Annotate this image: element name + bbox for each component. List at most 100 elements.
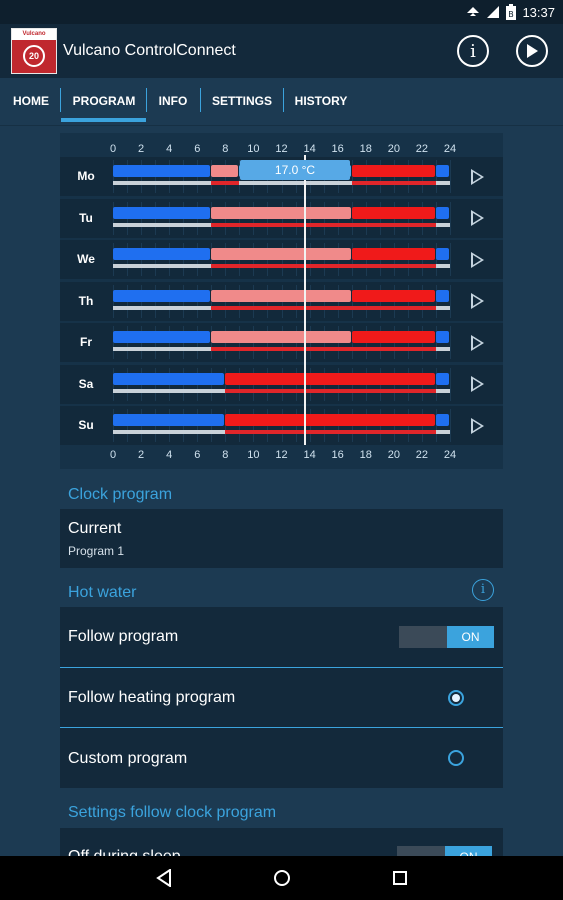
hour-tick-label: 24 xyxy=(443,449,457,461)
schedule-segment-comfort[interactable] xyxy=(225,372,435,385)
recents-button[interactable] xyxy=(386,864,414,892)
schedule-segment-cold[interactable] xyxy=(113,165,211,177)
hour-tick-label: 16 xyxy=(331,143,344,155)
heating-underline xyxy=(225,388,436,393)
day-play-button[interactable] xyxy=(452,406,503,445)
day-row[interactable]: Fr xyxy=(60,323,503,362)
hour-tick-label: 6 xyxy=(194,449,201,461)
day-play-button[interactable] xyxy=(452,157,503,196)
day-play-button[interactable] xyxy=(452,365,503,404)
tab-home[interactable]: HOME xyxy=(13,94,49,108)
day-label: Th xyxy=(78,293,94,308)
schedule-segment-comfort[interactable] xyxy=(351,206,435,219)
play-icon xyxy=(471,251,484,268)
schedule-segment-comfort[interactable] xyxy=(351,331,435,343)
schedule-segment-cold[interactable] xyxy=(435,165,449,177)
current-program-value: Program 1 xyxy=(68,544,125,558)
heating-underline xyxy=(211,222,352,227)
hour-tick-label: 4 xyxy=(166,143,173,155)
off-during-sleep-label: Off during sleep xyxy=(68,848,181,856)
schedule-segment-comfort[interactable] xyxy=(351,165,435,177)
home-button[interactable] xyxy=(268,864,296,892)
day-play-button[interactable] xyxy=(452,240,503,279)
day-label: Fr xyxy=(80,335,92,349)
tab-separator xyxy=(60,88,61,112)
info-icon[interactable]: i xyxy=(472,579,494,601)
day-row[interactable]: Su xyxy=(60,406,503,445)
back-button[interactable] xyxy=(150,864,178,892)
divider xyxy=(60,667,503,668)
play-icon xyxy=(471,210,484,226)
schedule-segment-eco[interactable] xyxy=(211,206,351,219)
schedule-segment-cold[interactable] xyxy=(113,414,225,426)
status-icons: B 13:37 xyxy=(466,0,555,24)
info-button[interactable]: i xyxy=(457,35,489,67)
heating-underline xyxy=(211,347,352,351)
schedule-segment-cold[interactable] xyxy=(435,331,449,343)
custom-program-radio[interactable] xyxy=(448,750,464,766)
custom-program-row[interactable]: Custom program xyxy=(60,728,503,788)
schedule-segment-cold[interactable] xyxy=(113,206,211,219)
signal-icon xyxy=(467,7,480,16)
hour-tick-label: 8 xyxy=(222,143,229,155)
day-play-button[interactable] xyxy=(452,282,503,321)
play-button[interactable] xyxy=(516,35,548,67)
follow-heating-row[interactable]: Follow heating program xyxy=(60,668,503,727)
schedule-segment-cold[interactable] xyxy=(435,372,449,385)
schedule-segment-eco[interactable] xyxy=(211,248,351,260)
day-row[interactable]: Tu xyxy=(60,198,503,238)
schedule-segment-comfort[interactable] xyxy=(225,414,435,426)
hour-tick-label: 4 xyxy=(166,449,173,461)
heating-underline xyxy=(351,305,436,310)
follow-program-row[interactable]: Follow program ON xyxy=(60,607,503,667)
tab-info[interactable]: INFO xyxy=(158,94,188,108)
schedule-segment-eco[interactable] xyxy=(211,289,351,302)
follow-heating-radio[interactable] xyxy=(448,690,464,706)
off-during-sleep-row[interactable]: Off during sleep ON xyxy=(60,828,503,856)
recents-icon xyxy=(393,871,407,885)
schedule-segment-cold[interactable] xyxy=(113,289,211,302)
schedule-segment-comfort[interactable] xyxy=(351,289,435,302)
temperature-tooltip: 17.0 °C xyxy=(240,160,350,180)
hour-tick-label: 18 xyxy=(359,449,372,461)
current-program-card[interactable]: Current Program 1 xyxy=(60,509,503,568)
day-play-button[interactable] xyxy=(452,323,503,362)
hour-tick-label: 10 xyxy=(247,449,260,461)
schedule-segment-cold[interactable] xyxy=(435,248,449,260)
hour-tick-label: 14 xyxy=(303,449,316,461)
day-row[interactable]: We xyxy=(60,240,503,279)
grid-line xyxy=(450,201,451,235)
schedule-segment-eco[interactable] xyxy=(211,165,239,177)
day-label: Su xyxy=(78,418,94,432)
off-during-sleep-toggle[interactable]: ON xyxy=(397,846,492,856)
follow-program-toggle[interactable]: ON xyxy=(399,626,494,648)
day-play-button[interactable] xyxy=(452,199,503,238)
day-label: We xyxy=(77,252,95,266)
hour-tick-label: 18 xyxy=(359,143,372,155)
heating-underline xyxy=(351,222,436,227)
day-row[interactable]: Sa xyxy=(60,364,503,404)
info-icon: i xyxy=(470,40,476,62)
settings-follow-title: Settings follow clock program xyxy=(68,804,277,821)
tab-settings[interactable]: SETTINGS xyxy=(211,94,272,108)
heating-underline xyxy=(351,347,436,351)
app-bar: Vulcano 20 Vulcano ControlConnect i xyxy=(0,24,563,78)
hour-tick-label: 0 xyxy=(109,449,117,461)
tab-program[interactable]: PROGRAM xyxy=(72,94,136,108)
schedule-segment-cold[interactable] xyxy=(435,289,449,302)
hour-tick-label: 2 xyxy=(138,449,145,461)
play-icon xyxy=(471,334,484,351)
hour-tick-label: 22 xyxy=(415,143,429,155)
timeline-base xyxy=(113,181,450,185)
schedule-segment-cold[interactable] xyxy=(113,372,225,385)
schedule-segment-cold[interactable] xyxy=(435,206,449,219)
schedule-segment-cold[interactable] xyxy=(435,414,449,426)
tab-history[interactable]: HISTORY xyxy=(294,94,348,108)
schedule-segment-eco[interactable] xyxy=(211,331,351,343)
day-row[interactable]: Th xyxy=(60,281,503,321)
schedule-segment-cold[interactable] xyxy=(113,331,211,343)
schedule-segment-comfort[interactable] xyxy=(351,248,435,260)
schedule-segment-cold[interactable] xyxy=(113,248,211,260)
follow-heating-label: Follow heating program xyxy=(68,689,236,706)
